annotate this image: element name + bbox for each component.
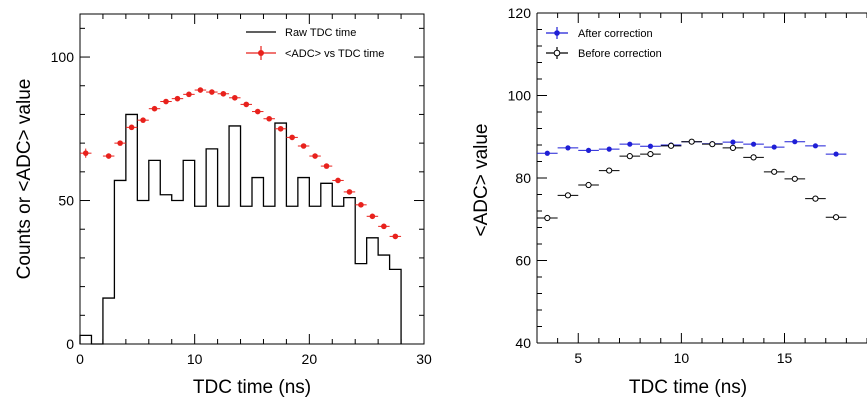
- adc-point: [381, 223, 387, 230]
- after-correction-point: [792, 139, 798, 145]
- left-y-tick-label: 100: [51, 49, 75, 65]
- right-panel: 5 10 15 40 60 80 100 120 After correction Befor…: [471, 5, 867, 398]
- left-x-tick-label: 30: [416, 351, 432, 367]
- legend-before-label: Before correction: [578, 48, 662, 60]
- left-y-tick-label: 0: [66, 336, 74, 352]
- before-correction-point: [647, 150, 654, 158]
- left-x-tick-label: 0: [76, 351, 84, 367]
- legend-before-marker: [553, 49, 561, 57]
- right-y-tick-label: 40: [515, 335, 531, 351]
- after-correction-point: [544, 150, 550, 156]
- adc-point: [358, 202, 364, 208]
- adc-point: [289, 134, 295, 141]
- right-legend: After correction Before correction: [546, 27, 662, 60]
- adc-point: [277, 125, 284, 132]
- after-correction-point: [812, 143, 819, 149]
- right-y-tick-label: 60: [515, 253, 531, 269]
- adc-point: [243, 101, 250, 108]
- right-points: [537, 138, 847, 222]
- adc-point: [266, 115, 273, 122]
- right-y-tick-label: 100: [508, 88, 532, 104]
- adc-point: [335, 177, 341, 184]
- after-correction-point: [565, 145, 571, 151]
- adc-point: [232, 94, 238, 101]
- legend-after-marker: [554, 30, 560, 36]
- after-correction-point: [750, 141, 757, 147]
- after-correction-point: [627, 141, 633, 147]
- left-y-tick-label: 50: [58, 193, 74, 209]
- after-correction-point: [606, 146, 612, 152]
- after-correction-point: [647, 143, 654, 149]
- after-correction-point: [730, 139, 736, 145]
- adc-point: [323, 163, 330, 169]
- adc-point: [220, 90, 227, 97]
- right-y-tick-label: 120: [508, 5, 532, 21]
- after-correction-point: [833, 151, 839, 157]
- after-correction-point: [585, 147, 592, 153]
- adc-point: [151, 105, 158, 112]
- left-axis-ticks: 0 10 20 30 0 50 100: [51, 14, 432, 367]
- adc-point: [392, 233, 399, 240]
- before-correction-point: [709, 141, 716, 148]
- right-x-tick-label: 5: [574, 350, 582, 366]
- before-correction-point: [606, 167, 613, 174]
- adc-point: [254, 108, 261, 115]
- before-correction-point: [771, 168, 778, 175]
- right-axis-ticks: 5 10 15 40 60 80 100 120: [508, 5, 867, 366]
- adc-point: [369, 213, 376, 220]
- before-correction-point: [750, 154, 757, 161]
- right-x-tick-label: 15: [777, 350, 793, 366]
- right-x-axis-label: TDC time (ns): [629, 377, 747, 398]
- before-correction-point: [585, 181, 592, 189]
- before-correction-point: [729, 144, 737, 151]
- left-legend: Raw TDC time <ADC> vs TDC time: [246, 27, 384, 60]
- left-panel: 0 10 20 30 0 50 100 Raw TDC time <ADC> vs TDC …: [14, 13, 432, 398]
- adc-point: [209, 89, 215, 95]
- left-plot-frame: [79, 13, 425, 345]
- after-correction-point: [771, 144, 777, 150]
- legend-after-label: After correction: [578, 28, 653, 40]
- before-correction-point: [667, 142, 675, 149]
- before-correction-point: [564, 192, 572, 199]
- adc-point: [300, 143, 307, 149]
- adc-point: [174, 95, 181, 102]
- adc-point: [140, 117, 146, 123]
- adc-point: [82, 150, 89, 156]
- legend-raw-tdc-label: Raw TDC time: [285, 27, 356, 39]
- adc-point: [105, 153, 112, 159]
- left-x-tick-label: 10: [187, 351, 203, 367]
- left-histogram: [79, 113, 402, 345]
- before-correction-point: [812, 195, 819, 202]
- left-adc-points: [80, 87, 402, 240]
- right-x-tick-label: 10: [674, 350, 690, 366]
- adc-point: [186, 91, 192, 98]
- before-correction-point: [688, 138, 695, 145]
- adc-point: [312, 153, 318, 159]
- right-y-axis-label: <ADC> value: [471, 123, 492, 236]
- left-x-axis-label: TDC time (ns): [193, 377, 311, 398]
- before-correction-point: [626, 153, 633, 160]
- raw-tdc-histogram-outline: [79, 113, 402, 345]
- right-y-tick-label: 80: [515, 170, 531, 186]
- before-correction-point: [791, 175, 798, 182]
- adc-point: [346, 189, 353, 195]
- adc-point: [163, 98, 169, 105]
- before-correction-point: [544, 214, 551, 222]
- adc-point: [197, 87, 204, 93]
- before-correction-point: [832, 214, 840, 221]
- left-y-axis-label: Counts or <ADC> value: [14, 79, 35, 280]
- adc-point: [117, 140, 123, 146]
- legend-adc-marker: [258, 50, 264, 56]
- legend-adc-label: <ADC> vs TDC time: [285, 48, 384, 60]
- left-x-tick-label: 20: [302, 351, 318, 367]
- adc-point: [128, 124, 135, 131]
